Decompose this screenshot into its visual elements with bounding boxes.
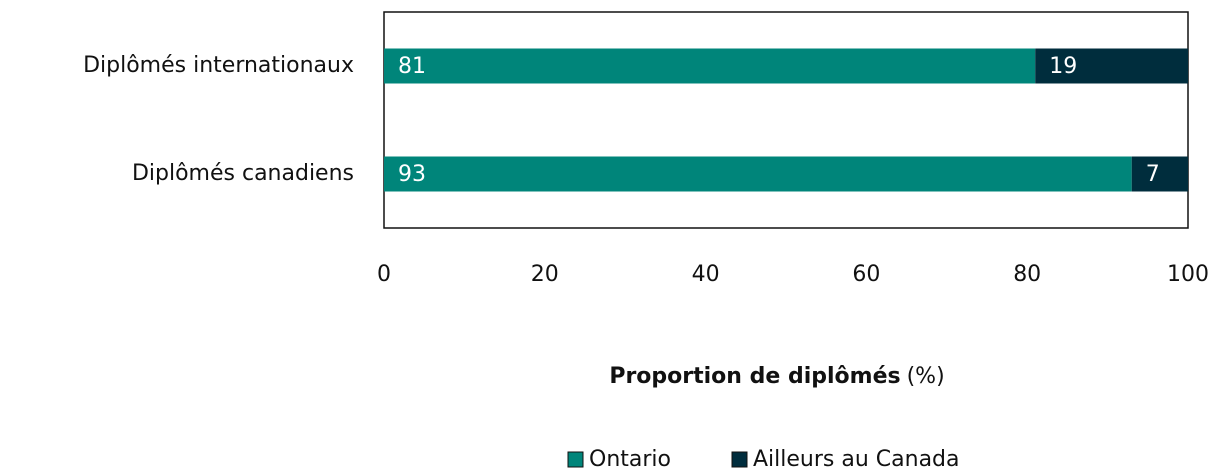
x-axis-title: Proportion de diplômés (%) (609, 364, 944, 389)
data-label: 81 (398, 54, 426, 79)
bar-segment (1035, 48, 1188, 84)
x-tick-label: 100 (1167, 262, 1209, 287)
x-tick-label: 60 (852, 262, 880, 287)
legend-swatch (731, 451, 748, 468)
y-tick-label: Diplômés internationaux (83, 53, 354, 78)
x-tick-label: 40 (692, 262, 720, 287)
legend-swatch (567, 451, 584, 468)
bar-segment (1131, 156, 1188, 192)
y-tick-label: Diplômés canadiens (132, 161, 354, 186)
bar-segment (384, 48, 1036, 84)
legend-label: Ontario (589, 447, 671, 471)
x-tick-label: 20 (531, 262, 559, 287)
x-axis-label: Proportion de diplômés (609, 364, 900, 389)
bar-segment (384, 156, 1132, 192)
x-tick-label: 80 (1013, 262, 1041, 287)
legend-label: Ailleurs au Canada (753, 447, 960, 471)
x-tick-label: 0 (377, 262, 391, 287)
data-label: 7 (1146, 162, 1160, 187)
x-axis-unit: (%) (907, 364, 945, 389)
data-label: 19 (1049, 54, 1077, 79)
plot-frame (383, 11, 1189, 229)
data-label: 93 (398, 162, 426, 187)
